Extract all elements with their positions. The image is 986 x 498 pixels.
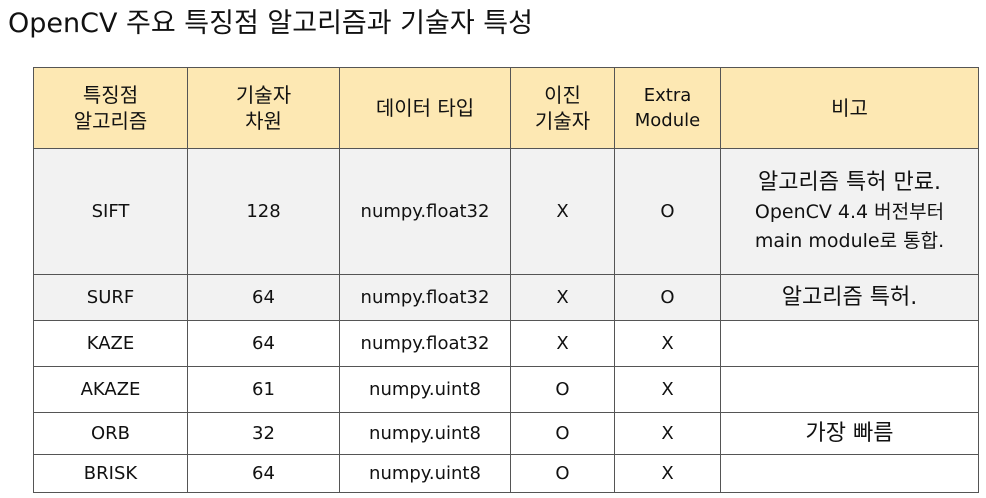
- cell-data-type: numpy.uint8: [339, 366, 511, 413]
- page-title: OpenCV 주요 특징점 알고리즘과 기술자 특성: [8, 8, 533, 39]
- cell-note: [720, 366, 979, 413]
- header-dimension: 기술자 차원: [187, 67, 340, 149]
- cell-dimension: 32: [187, 412, 340, 455]
- cell-algorithm: KAZE: [33, 320, 188, 367]
- cell-dimension: 64: [187, 320, 340, 367]
- cell-note: 알고리즘 특허.: [720, 274, 979, 321]
- header-note: 비고: [720, 67, 979, 149]
- cell-binary: O: [510, 366, 615, 413]
- cell-data-type: numpy.uint8: [339, 454, 511, 493]
- cell-binary: X: [510, 148, 615, 275]
- cell-binary: X: [510, 274, 615, 321]
- table-row-akaze: AKAZE 61 numpy.uint8 O X: [33, 366, 979, 413]
- table-row-surf: SURF 64 numpy.float32 X O 알고리즘 특허.: [33, 274, 979, 321]
- table-header-row: 특징점 알고리즘 기술자 차원 데이터 타입 이진 기술자 Extra Modu…: [33, 67, 979, 149]
- header-extra-module: Extra Module: [614, 67, 721, 149]
- table-row-brisk: BRISK 64 numpy.uint8 O X: [33, 454, 979, 493]
- cell-algorithm: BRISK: [33, 454, 188, 493]
- table-row-kaze: KAZE 64 numpy.float32 X X: [33, 320, 979, 367]
- cell-dimension: 61: [187, 366, 340, 413]
- cell-extra-module: X: [614, 320, 721, 367]
- cell-dimension: 64: [187, 454, 340, 493]
- cell-algorithm: SURF: [33, 274, 188, 321]
- note-main: 알고리즘 특허 만료.: [758, 169, 941, 195]
- cell-binary: X: [510, 320, 615, 367]
- note-sub: OpenCV 4.4 버전부터: [754, 200, 945, 223]
- cell-extra-module: X: [614, 454, 721, 493]
- cell-dimension: 128: [187, 148, 340, 275]
- note-main: 알고리즘 특허.: [781, 284, 918, 310]
- cell-note: [720, 320, 979, 367]
- cell-dimension: 64: [187, 274, 340, 321]
- cell-data-type: numpy.float32: [339, 274, 511, 321]
- algorithm-comparison-table: 특징점 알고리즘 기술자 차원 데이터 타입 이진 기술자 Extra Modu…: [33, 67, 979, 493]
- header-data-type: 데이터 타입: [339, 67, 511, 149]
- cell-data-type: numpy.float32: [339, 320, 511, 367]
- header-algorithm: 특징점 알고리즘: [33, 67, 188, 149]
- cell-algorithm: AKAZE: [33, 366, 188, 413]
- table-row-sift: SIFT 128 numpy.float32 X O 알고리즘 특허 만료. O…: [33, 148, 979, 275]
- cell-extra-module: O: [614, 148, 721, 275]
- cell-data-type: numpy.uint8: [339, 412, 511, 455]
- table-row-orb: ORB 32 numpy.uint8 O X 가장 빠름: [33, 412, 979, 455]
- cell-data-type: numpy.float32: [339, 148, 511, 275]
- note-main: 가장 빠름: [805, 420, 894, 446]
- cell-binary: O: [510, 412, 615, 455]
- cell-algorithm: ORB: [33, 412, 188, 455]
- note-sub: main module로 통합.: [754, 229, 945, 252]
- cell-extra-module: O: [614, 274, 721, 321]
- cell-note: 알고리즘 특허 만료. OpenCV 4.4 버전부터 main module로…: [720, 148, 979, 275]
- cell-algorithm: SIFT: [33, 148, 188, 275]
- cell-note: 가장 빠름: [720, 412, 979, 455]
- cell-binary: O: [510, 454, 615, 493]
- cell-note: [720, 454, 979, 493]
- cell-extra-module: X: [614, 366, 721, 413]
- cell-extra-module: X: [614, 412, 721, 455]
- header-binary-descriptor: 이진 기술자: [510, 67, 615, 149]
